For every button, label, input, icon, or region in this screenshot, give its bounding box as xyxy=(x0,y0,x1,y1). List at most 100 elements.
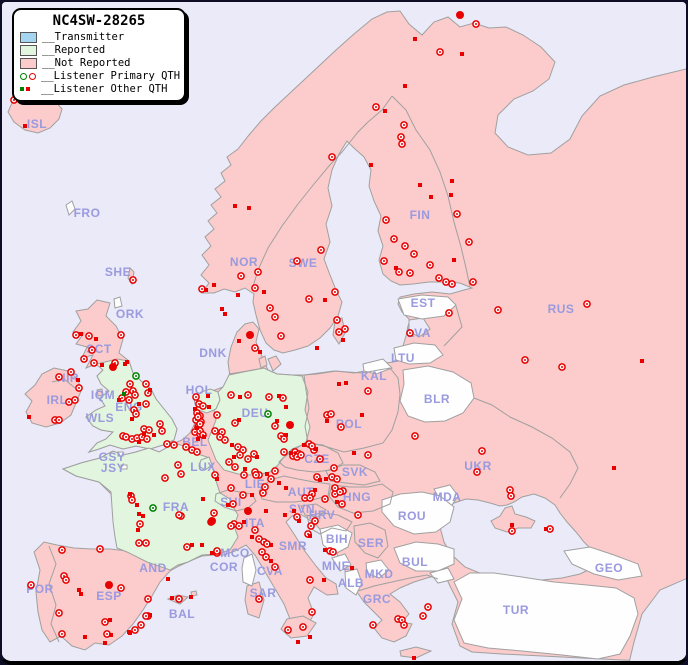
country-irl[interactable] xyxy=(24,367,82,428)
listener-other-marker[interactable] xyxy=(296,640,300,644)
listener-other-marker[interactable] xyxy=(108,618,112,622)
country-lux[interactable] xyxy=(198,456,213,471)
listener-other-marker[interactable] xyxy=(195,426,199,430)
country-fro[interactable] xyxy=(65,200,76,216)
listener-other-marker[interactable] xyxy=(27,415,31,419)
listener-other-marker[interactable] xyxy=(360,413,364,417)
listener-other-marker[interactable] xyxy=(262,290,266,294)
country-blr[interactable] xyxy=(399,365,475,423)
listener-other-marker[interactable] xyxy=(79,332,83,336)
listener-other-marker[interactable] xyxy=(323,548,327,552)
listener-other-marker[interactable] xyxy=(325,419,329,423)
listener-other-marker[interactable] xyxy=(204,288,208,292)
listener-other-marker[interactable] xyxy=(223,312,227,316)
listener-other-marker[interactable] xyxy=(341,338,345,342)
country-dnk1[interactable] xyxy=(267,355,282,372)
listener-other-marker[interactable] xyxy=(284,433,288,437)
listener-other-marker[interactable] xyxy=(255,455,259,459)
country-ltu[interactable] xyxy=(393,342,444,365)
listener-other-marker[interactable] xyxy=(337,382,341,386)
listener-other-marker[interactable] xyxy=(207,405,211,409)
listener-other-marker[interactable] xyxy=(315,346,319,350)
listener-cluster-marker[interactable] xyxy=(105,581,113,589)
listener-other-marker[interactable] xyxy=(236,293,240,297)
listener-other-marker[interactable] xyxy=(258,350,262,354)
listener-other-marker[interactable] xyxy=(137,440,141,444)
listener-other-marker[interactable] xyxy=(269,543,273,547)
listener-other-marker[interactable] xyxy=(369,163,373,167)
country-bal2[interactable] xyxy=(190,590,198,597)
listener-other-marker[interactable] xyxy=(418,183,422,187)
listener-cluster-marker[interactable] xyxy=(246,331,254,339)
listener-other-marker[interactable] xyxy=(233,204,237,208)
listener-other-marker[interactable] xyxy=(152,433,156,437)
listener-other-marker[interactable] xyxy=(308,534,312,538)
listener-other-marker[interactable] xyxy=(275,419,279,423)
country-rou[interactable] xyxy=(381,491,455,535)
country-alb[interactable] xyxy=(344,568,363,596)
listener-other-marker[interactable] xyxy=(313,488,317,492)
listener-other-marker[interactable] xyxy=(277,394,281,398)
listener-other-marker[interactable] xyxy=(135,503,139,507)
listener-other-marker[interactable] xyxy=(148,388,152,392)
country-thrace[interactable] xyxy=(429,567,455,584)
listener-other-marker[interactable] xyxy=(202,435,206,439)
country-mne[interactable] xyxy=(331,553,352,572)
listener-other-marker[interactable] xyxy=(510,523,514,527)
listener-other-marker[interactable] xyxy=(242,520,246,524)
listener-other-marker[interactable] xyxy=(237,418,241,422)
listener-other-marker[interactable] xyxy=(196,437,200,441)
listener-other-marker[interactable] xyxy=(318,478,322,482)
listener-other-marker[interactable] xyxy=(206,394,210,398)
listener-other-marker[interactable] xyxy=(640,359,644,363)
listener-other-marker[interactable] xyxy=(136,528,140,532)
listener-other-marker[interactable] xyxy=(117,398,121,402)
listener-other-marker[interactable] xyxy=(232,455,236,459)
listener-other-marker[interactable] xyxy=(125,360,129,364)
listener-other-marker[interactable] xyxy=(137,402,141,406)
country-dnk2[interactable] xyxy=(258,355,268,369)
listener-other-marker[interactable] xyxy=(352,451,356,455)
listener-other-marker-green[interactable] xyxy=(122,392,126,396)
country-crimea[interactable] xyxy=(490,505,536,533)
listener-other-marker[interactable] xyxy=(77,588,81,592)
listener-other-marker[interactable] xyxy=(297,519,301,523)
listener-other-marker[interactable] xyxy=(292,509,296,513)
listener-other-marker[interactable] xyxy=(283,513,287,517)
listener-other-marker[interactable] xyxy=(250,535,254,539)
listener-other-marker[interactable] xyxy=(170,596,174,600)
listener-cluster-marker[interactable] xyxy=(244,507,252,515)
listener-cluster-marker[interactable] xyxy=(456,11,464,19)
listener-other-marker[interactable] xyxy=(79,592,83,596)
country-sar[interactable] xyxy=(244,581,265,619)
listener-other-marker[interactable] xyxy=(314,447,318,451)
listener-other-marker[interactable] xyxy=(128,492,132,496)
listener-other-marker[interactable] xyxy=(210,551,214,555)
listener-other-marker[interactable] xyxy=(130,417,134,421)
listener-other-marker[interactable] xyxy=(238,395,242,399)
listener-cluster-marker[interactable] xyxy=(286,421,294,429)
listener-other-marker[interactable] xyxy=(335,500,339,504)
listener-other-marker[interactable] xyxy=(452,258,456,262)
country-jsy[interactable] xyxy=(120,464,128,470)
listener-other-marker[interactable] xyxy=(412,656,416,660)
listener-other-marker[interactable] xyxy=(450,179,454,183)
listener-other-marker[interactable] xyxy=(215,477,219,481)
listener-other-marker[interactable] xyxy=(289,451,293,455)
country-bul[interactable] xyxy=(393,541,455,572)
listener-other-marker[interactable] xyxy=(250,493,254,497)
listener-other-marker[interactable] xyxy=(429,195,433,199)
listener-other-marker[interactable] xyxy=(193,407,197,411)
listener-other-marker[interactable] xyxy=(109,633,113,637)
country-iom[interactable] xyxy=(96,388,104,397)
country-tur[interactable] xyxy=(453,572,639,660)
country-mkd[interactable] xyxy=(365,559,390,579)
listener-other-marker[interactable] xyxy=(226,503,230,507)
listener-other-marker[interactable] xyxy=(243,467,247,471)
listener-other-marker[interactable] xyxy=(190,543,194,547)
listener-other-marker[interactable] xyxy=(323,298,327,302)
country-bih[interactable] xyxy=(319,524,353,555)
listener-other-marker[interactable] xyxy=(201,497,205,501)
listener-other-marker[interactable] xyxy=(350,566,354,570)
